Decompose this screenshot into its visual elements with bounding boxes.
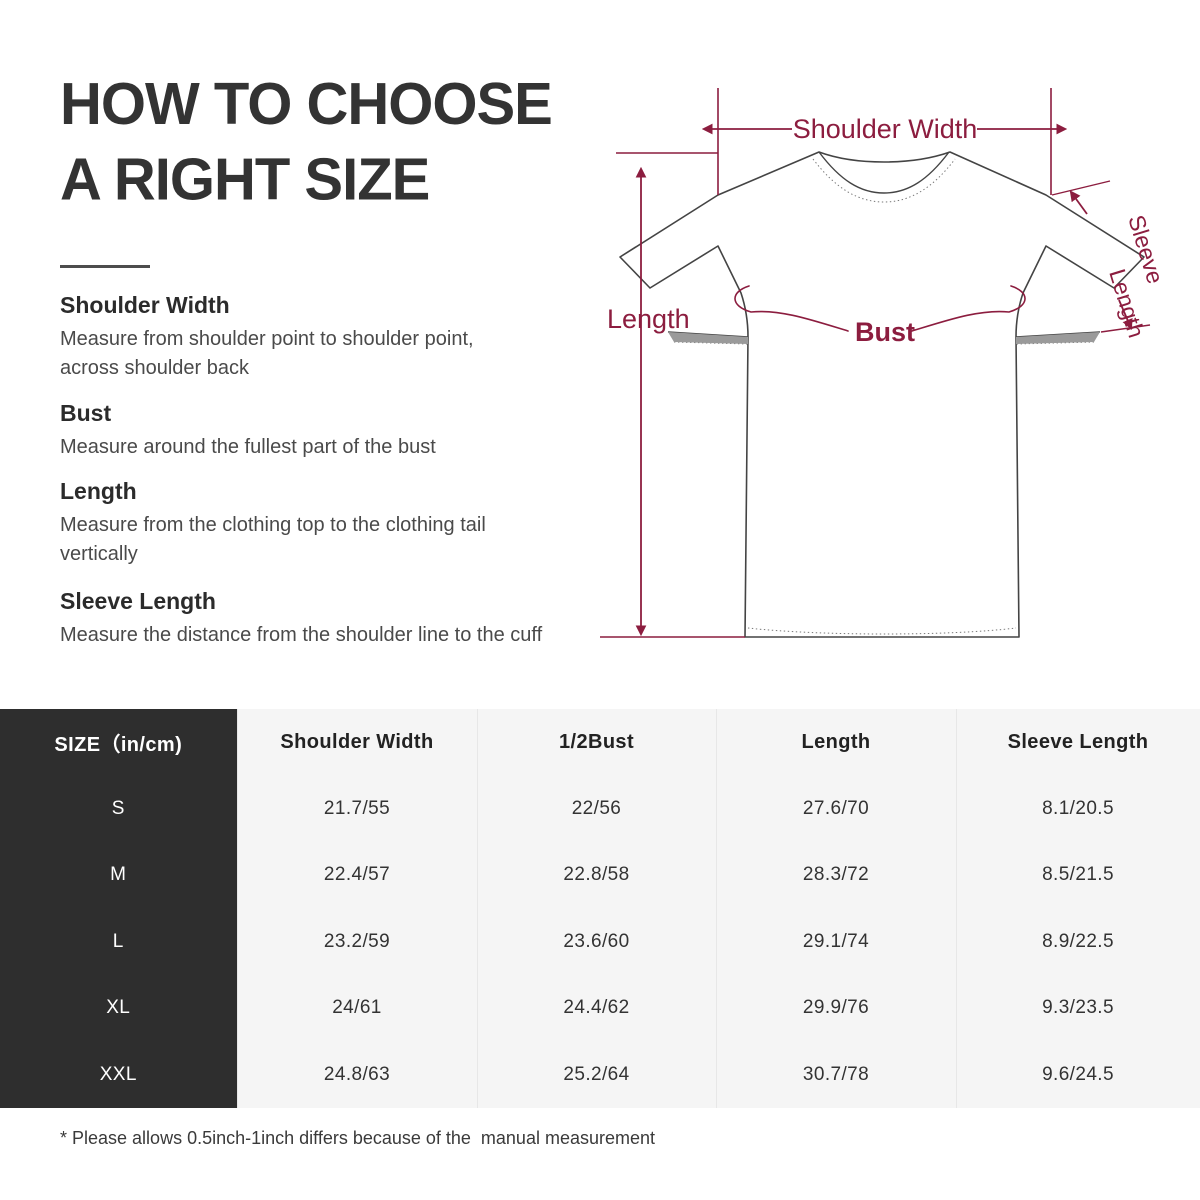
svg-text:Shoulder Width: Shoulder Width: [793, 114, 978, 144]
svg-text:Bust: Bust: [855, 317, 915, 347]
svg-text:Length: Length: [607, 304, 690, 334]
